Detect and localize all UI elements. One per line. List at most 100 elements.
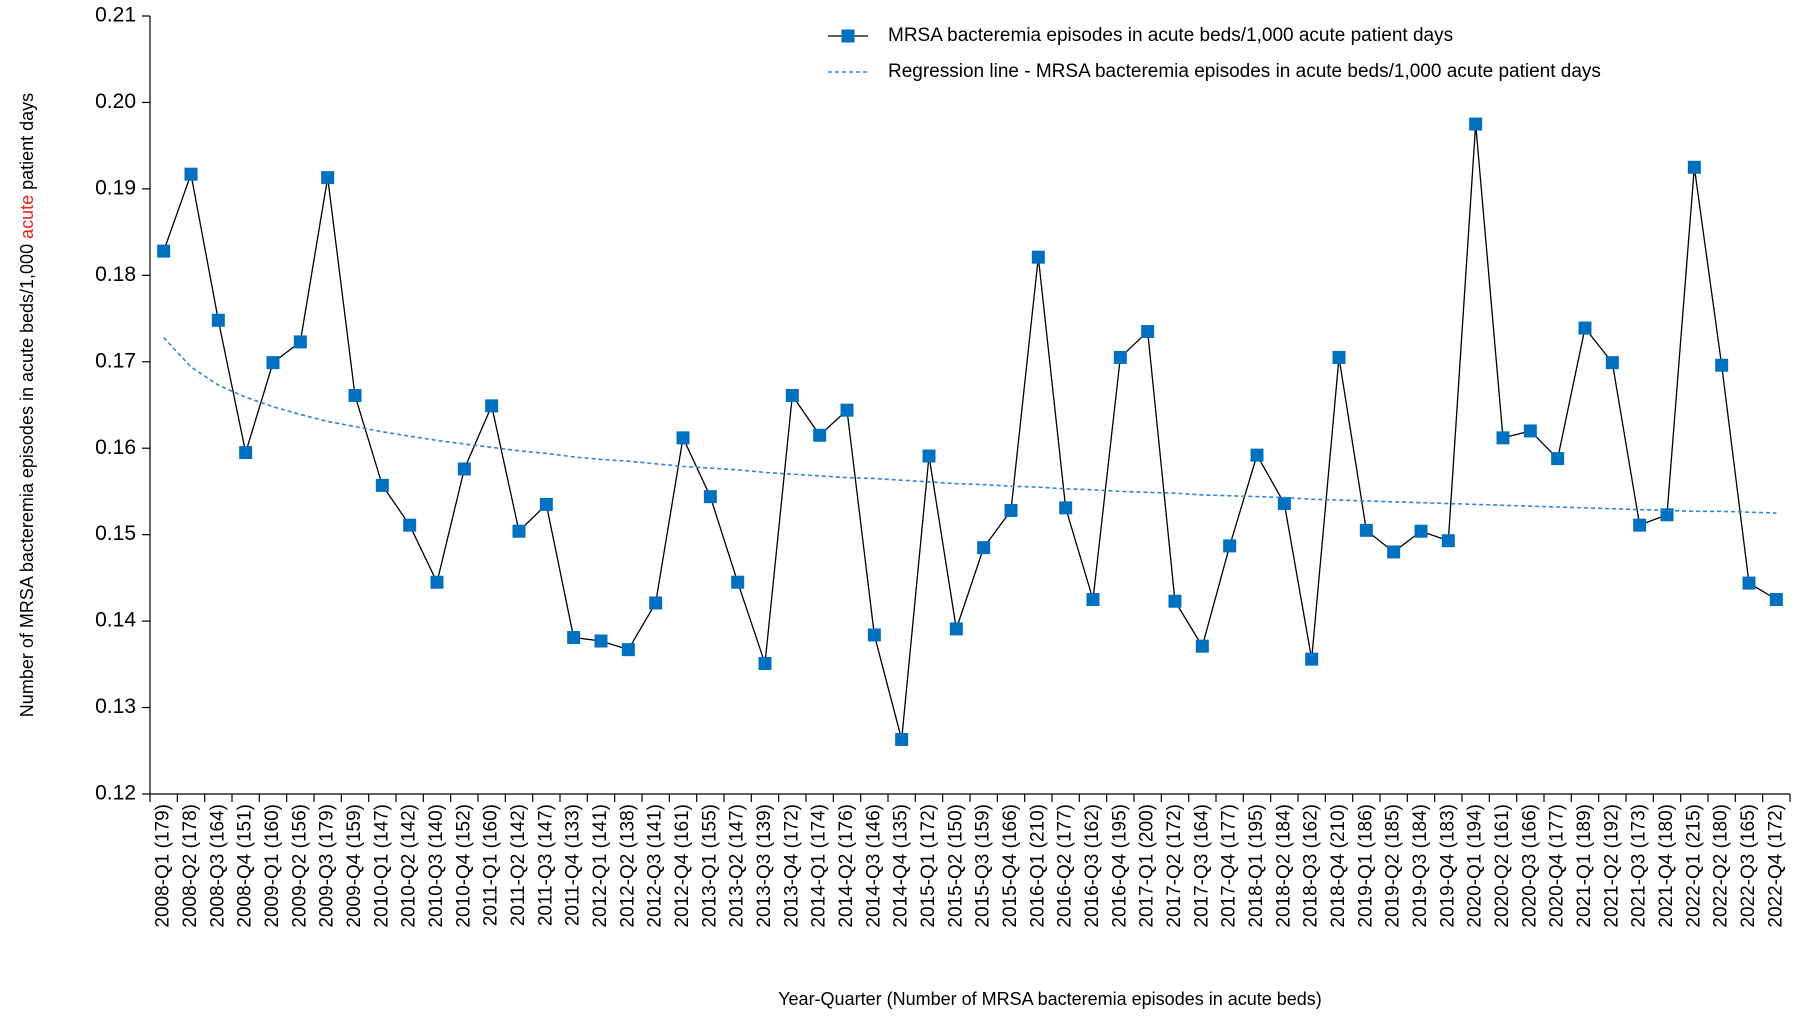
x-tick-label: 2019-Q2 (185) <box>1383 804 1404 928</box>
marker <box>293 335 307 349</box>
x-tick-label: 2009-Q4 (159) <box>344 804 365 928</box>
legend-marker <box>841 29 855 43</box>
marker <box>1113 350 1127 364</box>
marker <box>1687 160 1701 174</box>
marker <box>1031 250 1045 264</box>
marker <box>321 171 335 185</box>
x-tick-label: 2009-Q1 (160) <box>262 804 283 928</box>
marker <box>567 631 581 645</box>
x-tick-label: 2013-Q2 (147) <box>727 804 748 928</box>
x-tick-label: 2017-Q3 (164) <box>1191 804 1212 928</box>
marker <box>1086 593 1100 606</box>
x-tick-label: 2011-Q3 (147) <box>535 804 556 926</box>
y-axis-label: Number of MRSA bacteremia episodes in ac… <box>17 93 37 717</box>
x-tick-label: 2008-Q3 (164) <box>207 804 228 928</box>
x-tick-label: 2020-Q3 (166) <box>1519 804 1540 928</box>
marker <box>1277 497 1291 511</box>
marker <box>266 356 280 370</box>
legend-label: MRSA bacteremia episodes in acute beds/1… <box>888 25 1453 46</box>
marker <box>1195 639 1209 653</box>
legend-label: Regression line - MRSA bacteremia episod… <box>888 61 1601 82</box>
marker <box>1250 448 1264 462</box>
x-tick-label: 2021-Q2 (192) <box>1601 804 1622 928</box>
x-tick-label: 2010-Q3 (140) <box>426 804 447 928</box>
y-tick-label: 0.15 <box>95 522 136 545</box>
marker <box>1605 356 1619 370</box>
marker <box>512 524 526 538</box>
marker <box>539 497 553 511</box>
marker <box>430 575 444 589</box>
x-tick-label: 2016-Q1 (210) <box>1027 804 1048 928</box>
x-tick-label: 2010-Q1 (147) <box>371 804 392 928</box>
x-tick-label: 2018-Q1 (195) <box>1246 804 1267 928</box>
x-tick-label: 2011-Q4 (133) <box>563 804 584 926</box>
x-tick-label: 2020-Q4 (177) <box>1547 804 1568 928</box>
x-tick-label: 2008-Q4 (151) <box>235 804 256 928</box>
marker <box>649 596 663 610</box>
y-axis-label-part: Number of MRSA bacteremia episodes in ac… <box>17 239 37 717</box>
x-tick-label: 2020-Q1 (194) <box>1465 804 1486 928</box>
marker <box>1441 534 1455 548</box>
x-tick-label: 2010-Q2 (142) <box>399 804 420 928</box>
marker <box>621 643 635 657</box>
marker <box>867 628 881 642</box>
x-tick-label: 2008-Q2 (178) <box>180 804 201 928</box>
x-tick-label: 2017-Q4 (177) <box>1219 804 1240 928</box>
x-tick-label: 2014-Q3 (146) <box>863 804 884 928</box>
x-tick-label: 2012-Q3 (141) <box>645 804 666 928</box>
y-axis-label-part: acute <box>17 195 37 239</box>
x-tick-label: 2021-Q4 (180) <box>1656 804 1677 928</box>
y-tick-label: 0.17 <box>95 349 136 372</box>
x-tick-label: 2019-Q1 (186) <box>1355 804 1376 928</box>
marker <box>1660 508 1674 522</box>
x-tick-label: 2016-Q4 (195) <box>1109 804 1130 928</box>
x-tick-label: 2022-Q1 (215) <box>1683 804 1704 928</box>
x-tick-label: 2009-Q3 (179) <box>317 804 338 928</box>
marker <box>1387 545 1401 559</box>
marker <box>895 733 909 747</box>
marker <box>731 575 745 589</box>
x-tick-label: 2015-Q2 (150) <box>945 804 966 928</box>
marker <box>703 490 717 504</box>
marker <box>1359 523 1373 537</box>
x-tick-label: 2015-Q3 (159) <box>973 804 994 928</box>
x-tick-label: 2012-Q2 (138) <box>617 804 638 928</box>
x-tick-label: 2015-Q4 (166) <box>1000 804 1021 928</box>
x-tick-label: 2012-Q1 (141) <box>590 804 611 928</box>
marker <box>1414 524 1428 538</box>
x-tick-label: 2016-Q2 (177) <box>1055 804 1076 928</box>
y-tick-label: 0.18 <box>95 263 136 286</box>
x-tick-label: 2021-Q3 (173) <box>1629 804 1650 928</box>
marker <box>375 478 389 492</box>
marker <box>1715 358 1729 372</box>
x-tick-label: 2015-Q1 (172) <box>918 804 939 928</box>
x-tick-label: 2014-Q2 (176) <box>836 804 857 928</box>
marker <box>949 622 963 636</box>
x-tick-label: 2010-Q4 (152) <box>453 804 474 928</box>
x-tick-label: 2017-Q2 (172) <box>1164 804 1185 928</box>
y-tick-label: 0.12 <box>95 782 136 805</box>
x-tick-label: 2018-Q4 (210) <box>1328 804 1349 928</box>
marker <box>594 634 608 648</box>
x-tick-label: 2017-Q1 (200) <box>1137 804 1158 928</box>
x-tick-label: 2012-Q4 (161) <box>672 804 693 928</box>
marker <box>1223 539 1237 553</box>
x-tick-label: 2022-Q2 (180) <box>1711 804 1732 928</box>
marker <box>813 428 827 442</box>
marker <box>403 518 417 532</box>
marker <box>348 388 362 402</box>
marker <box>1141 325 1155 339</box>
x-tick-label: 2018-Q3 (162) <box>1301 804 1322 928</box>
marker <box>157 244 171 258</box>
marker <box>1742 576 1756 590</box>
x-tick-label: 2021-Q1 (189) <box>1574 804 1595 928</box>
y-tick-label: 0.21 <box>95 4 136 27</box>
x-tick-label: 2008-Q1 (179) <box>153 804 174 928</box>
marker <box>977 541 991 555</box>
x-tick-label: 2019-Q3 (184) <box>1410 804 1431 928</box>
marker <box>758 656 772 670</box>
marker <box>1523 424 1537 438</box>
y-tick-label: 0.13 <box>95 695 136 718</box>
y-tick-label: 0.19 <box>95 176 136 199</box>
marker <box>1551 452 1565 466</box>
